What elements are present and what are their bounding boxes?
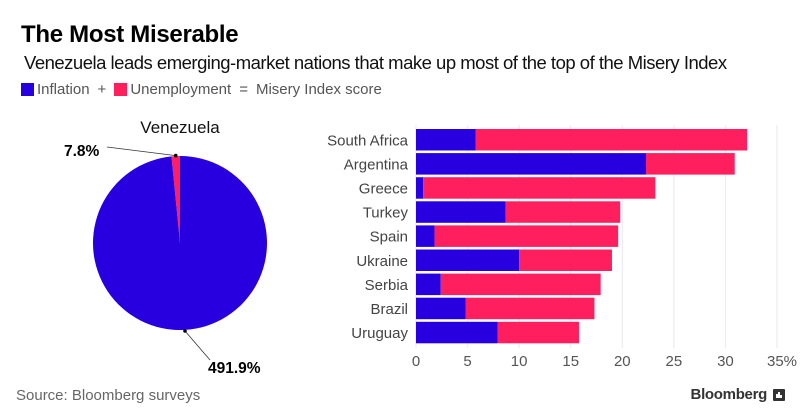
- bar-inflation: [416, 297, 466, 320]
- pie-leader-line-unemployment: [106, 146, 176, 157]
- legend-plus: +: [97, 81, 107, 98]
- pie-slice-inflation: [93, 156, 268, 330]
- category-label: Brazil: [370, 301, 408, 318]
- category-label: Turkey: [363, 205, 409, 222]
- category-label: Greece: [359, 180, 408, 197]
- bar-unemployment: [434, 225, 619, 247]
- pie-leader-dot-inflation: [183, 329, 187, 333]
- bar-unemployment: [475, 129, 748, 151]
- bar-unemployment: [646, 153, 735, 175]
- legend-equals: =: [239, 81, 248, 98]
- category-label: Spain: [370, 229, 408, 246]
- bar-inflation: [416, 129, 476, 151]
- bar-inflation: [416, 321, 498, 344]
- category-label: Argentina: [344, 156, 409, 173]
- bar-inflation: [416, 273, 441, 296]
- bar-inflation: [416, 153, 647, 175]
- bar-inflation: [416, 177, 424, 199]
- x-tick-label: 15: [562, 353, 579, 370]
- bar-unemployment: [423, 177, 656, 199]
- bar-inflation: [416, 225, 435, 247]
- bar-unemployment: [505, 201, 621, 223]
- chart-subtitle: Venezuela leads emerging-market nations …: [24, 52, 727, 73]
- bar-inflation: [416, 201, 506, 223]
- legend-swatch-inflation: [21, 83, 34, 96]
- x-tick-label: 25: [666, 353, 683, 370]
- legend: Inflation + Unemployment = Misery Index …: [21, 81, 382, 98]
- x-tick-label: 20: [614, 353, 631, 370]
- pie-title: Venezuela: [140, 118, 220, 137]
- brand-logo: Bloomberg: [691, 386, 785, 403]
- pie-label-inflation: 491.9%: [208, 360, 261, 377]
- x-tick-label: 35%: [767, 353, 797, 370]
- x-tick-label: 0: [412, 353, 420, 370]
- bar-chart: 0 5 10 15 20 25 30 35% South Africa Argentina Gree…: [327, 125, 797, 370]
- source-note: Source: Bloomberg surveys: [16, 387, 201, 404]
- pie-leader-line-inflation: [184, 330, 211, 361]
- legend-label-result: Misery Index score: [255, 81, 382, 98]
- bar-unemployment: [440, 273, 601, 296]
- chart-title: The Most Miserable: [21, 21, 239, 48]
- pie-chart: Venezuela 7.8% 491.9%: [64, 118, 268, 377]
- bar-unemployment: [519, 249, 612, 271]
- category-label: Uruguay: [351, 325, 408, 342]
- legend-label-unemployment: Unemployment: [130, 81, 232, 98]
- pie-label-unemployment: 7.8%: [64, 143, 100, 160]
- legend-item-inflation: Inflation: [21, 81, 90, 98]
- x-tick-label: 30: [717, 353, 734, 370]
- x-tick-label: 5: [463, 353, 471, 370]
- bar-inflation: [416, 249, 520, 271]
- bloomberg-chart-icon: [773, 388, 785, 401]
- bar-unemployment: [497, 321, 579, 344]
- category-label: South Africa: [327, 132, 409, 149]
- brand-name: Bloomberg: [690, 386, 768, 403]
- x-tick-label: 10: [511, 353, 528, 370]
- category-label: Ukraine: [356, 253, 408, 270]
- category-label: Serbia: [365, 277, 409, 294]
- legend-swatch-unemployment: [114, 83, 128, 96]
- legend-label-inflation: Inflation: [37, 81, 90, 98]
- pie-leader-dot-unemployment: [173, 153, 178, 158]
- pie-slice-unemployment: [171, 156, 180, 243]
- bar-unemployment: [465, 297, 595, 320]
- legend-item-unemployment: Unemployment: [114, 81, 231, 98]
